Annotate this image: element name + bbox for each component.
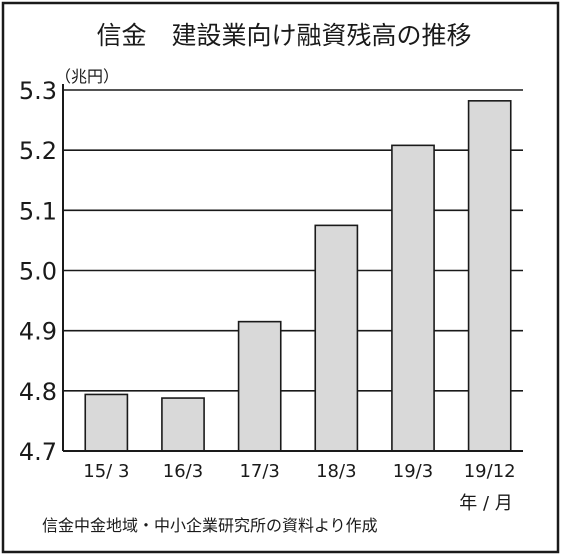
bar <box>161 397 205 452</box>
bar <box>467 100 512 452</box>
y-tick-label: 5.2 <box>19 137 57 165</box>
y-tick-label: 5.0 <box>19 258 57 286</box>
x-tick-label: 17/3 <box>239 461 279 482</box>
x-tick-label: 19/3 <box>393 461 433 482</box>
y-tick-label: 5.1 <box>19 197 57 225</box>
x-tick-labels: 15/ 3 16/3 17/3 18/3 19/3 19/12 <box>83 461 515 482</box>
x-tick-label: 19/12 <box>464 461 516 482</box>
y-tick-label: 4.7 <box>19 438 57 466</box>
x-unit-label: 年 / 月 <box>459 493 513 514</box>
source-note: 信金中金地域・中小企業研究所の資料より作成 <box>42 516 378 535</box>
x-tick-label: 15/ 3 <box>83 461 129 482</box>
y-unit-label: （兆円） <box>55 67 119 86</box>
y-tick-labels: 4.7 4.8 4.9 5.0 5.1 5.2 5.3 <box>19 77 57 466</box>
bar <box>391 144 435 452</box>
y-tick-label: 5.3 <box>19 77 57 105</box>
bars <box>84 100 512 452</box>
grid-lines <box>63 89 523 392</box>
y-tick-label: 4.8 <box>19 378 57 406</box>
bar <box>84 393 129 452</box>
y-tick-label: 4.9 <box>19 318 57 346</box>
bar <box>314 224 359 452</box>
x-tick-label: 16/3 <box>163 461 203 482</box>
bar <box>237 320 282 452</box>
x-tick-label: 18/3 <box>316 461 356 482</box>
chart-title: 信金 建設業向け融資残高の推移 <box>96 21 471 50</box>
